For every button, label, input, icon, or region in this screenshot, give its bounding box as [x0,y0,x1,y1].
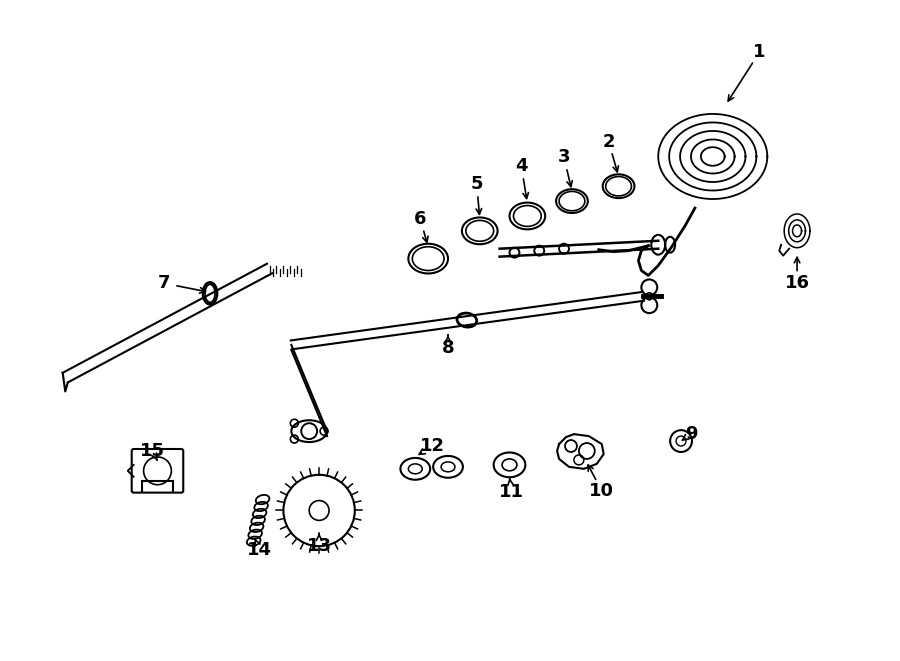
Text: 3: 3 [558,149,571,167]
Text: 4: 4 [515,157,527,175]
Text: 12: 12 [419,437,445,455]
Text: 16: 16 [785,274,810,292]
Text: 9: 9 [685,425,698,443]
Text: 15: 15 [140,442,165,460]
Text: 14: 14 [248,541,272,559]
Text: 5: 5 [471,175,483,193]
Text: 8: 8 [442,339,454,357]
Text: 10: 10 [590,482,614,500]
Text: 11: 11 [499,483,524,500]
Text: 6: 6 [414,210,427,228]
Text: 13: 13 [307,537,331,555]
Text: 7: 7 [158,274,171,292]
Text: 2: 2 [602,133,615,151]
Text: 1: 1 [753,44,766,61]
